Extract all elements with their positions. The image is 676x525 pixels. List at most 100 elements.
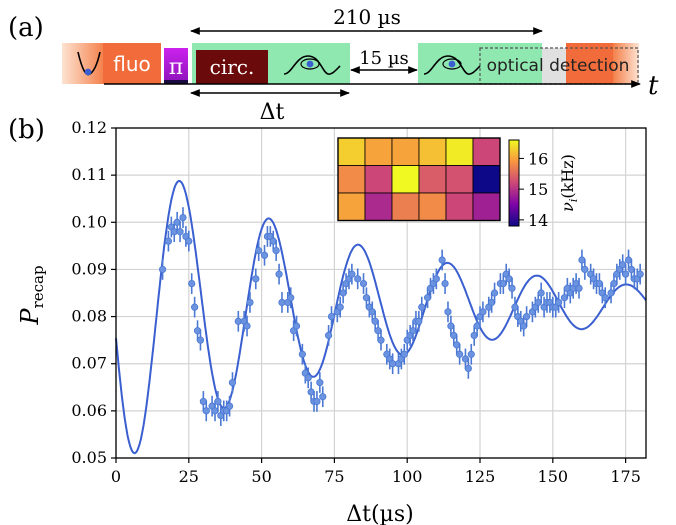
data-marker <box>636 270 644 278</box>
data-point <box>432 268 440 290</box>
data-point <box>441 273 449 294</box>
y-tick-label: 0.11 <box>71 165 107 184</box>
data-point <box>508 277 516 299</box>
data-marker <box>202 407 210 415</box>
data-point <box>447 315 455 337</box>
data-point <box>260 244 269 266</box>
fluo-block-right <box>566 43 614 84</box>
data-point <box>490 282 499 304</box>
plot-frame <box>115 127 647 459</box>
data-point <box>176 221 184 243</box>
heatmap-cell <box>391 165 420 194</box>
data-point <box>304 367 312 389</box>
data-marker <box>275 270 283 278</box>
fluo-block <box>103 43 161 84</box>
heatmap-cell <box>472 165 501 194</box>
data-marker <box>555 298 563 307</box>
circ-label: circ. <box>210 55 255 79</box>
data-point <box>415 310 423 332</box>
data-point <box>214 391 222 412</box>
data-marker <box>601 294 609 302</box>
data-marker <box>418 303 426 311</box>
span-210-label: 210 µs <box>333 5 401 29</box>
data-marker <box>354 275 362 283</box>
data-point <box>505 268 513 290</box>
data-marker <box>336 303 344 311</box>
trap-wave-icon-2 <box>423 55 481 75</box>
data-point <box>464 358 472 379</box>
data-point <box>523 306 531 327</box>
heatmap-frame <box>337 137 501 222</box>
data-marker <box>359 279 368 288</box>
heatmap-cell <box>418 192 447 221</box>
colorbar-tick-label: 14 <box>528 211 548 230</box>
data-marker <box>490 289 499 297</box>
data-point <box>199 391 207 412</box>
data-point <box>319 386 327 408</box>
data-point <box>158 259 167 280</box>
fluo-gradient-left <box>62 43 104 84</box>
data-point <box>313 391 321 412</box>
data-marker <box>164 237 173 245</box>
data-point <box>450 325 458 346</box>
y-tick-label: 0.10 <box>71 212 107 231</box>
data-point <box>456 343 464 365</box>
data-marker <box>185 237 193 245</box>
data-point <box>368 301 376 323</box>
data-marker <box>272 246 280 255</box>
data-marker <box>196 336 205 344</box>
x-tick-label: 100 <box>392 467 423 486</box>
data-point <box>467 343 475 365</box>
data-point <box>555 292 563 313</box>
detection-grey-block <box>542 48 566 84</box>
data-marker <box>225 402 234 410</box>
data-point <box>354 268 362 290</box>
data-point <box>188 273 196 294</box>
x-tick-label: 125 <box>465 467 496 486</box>
data-point <box>400 343 408 365</box>
svg-text:Precap: Precap <box>16 265 47 325</box>
fluo-gradient-right <box>613 43 639 84</box>
data-marker <box>252 275 260 283</box>
colorbar-tick-label: 15 <box>528 180 548 199</box>
x-tick-label: 50 <box>251 467 271 486</box>
data-point <box>292 315 301 337</box>
data-point <box>170 221 178 243</box>
y-tick-label: 0.12 <box>71 118 107 137</box>
y-tick-label: 0.07 <box>71 354 107 373</box>
data-marker <box>158 265 167 274</box>
x-tick-label: 25 <box>179 467 199 486</box>
data-marker <box>287 294 295 302</box>
heatmap-cell <box>337 137 366 166</box>
heatmap-cell <box>364 192 393 221</box>
data-point <box>348 263 356 285</box>
data-point <box>537 282 545 304</box>
data-marker <box>348 270 356 278</box>
data-point <box>164 230 173 252</box>
data-marker <box>313 397 321 406</box>
data-marker <box>298 350 306 358</box>
panel-b-label: (b) <box>8 115 45 145</box>
data-point <box>438 249 446 271</box>
x-ticks: 0 25 50 75 100 125 150 175 <box>111 458 641 486</box>
data-point <box>362 287 371 309</box>
data-marker <box>191 303 199 311</box>
data-marker <box>441 279 449 288</box>
data-point <box>275 263 283 285</box>
data-point <box>272 240 280 261</box>
x-tick-label: 150 <box>538 467 569 486</box>
heatmap-cell <box>472 192 501 221</box>
data-marker <box>508 284 516 292</box>
data-point <box>575 277 583 299</box>
heatmap-cell <box>391 137 420 166</box>
data-point <box>225 395 234 417</box>
data-point <box>479 301 487 323</box>
data-marker <box>260 251 269 259</box>
heatmap-cell <box>445 137 474 166</box>
data-point <box>461 348 470 370</box>
data-marker <box>188 279 196 288</box>
x-axis-label: Δt(µs) <box>346 502 413 525</box>
data-point <box>324 325 333 346</box>
data-point <box>560 287 569 309</box>
data-marker <box>575 284 583 292</box>
